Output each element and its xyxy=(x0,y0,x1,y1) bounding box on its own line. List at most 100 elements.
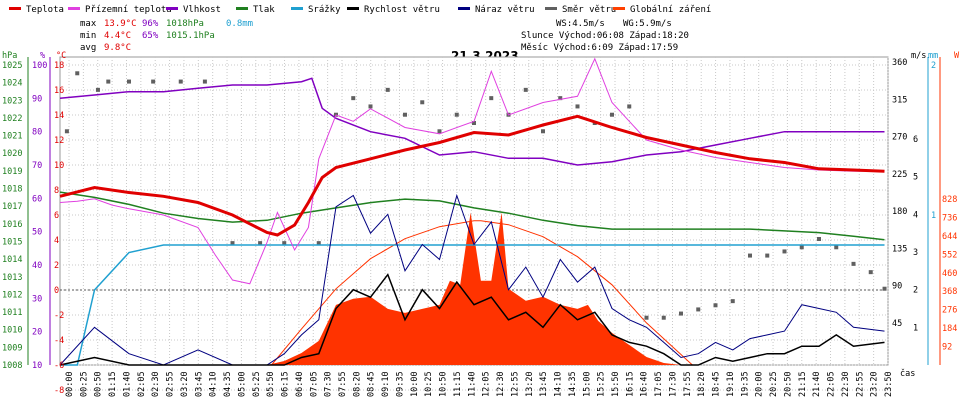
wind-direction-point xyxy=(282,241,287,246)
wind-direction-point xyxy=(316,241,321,246)
legend-swatch xyxy=(68,7,80,10)
tick-time: 18:20 xyxy=(697,371,707,397)
tick-radiation: 644 xyxy=(942,232,957,242)
wind-direction-point xyxy=(258,241,263,246)
tick-time: 06:40 xyxy=(295,371,305,397)
wind-direction-point xyxy=(882,286,887,291)
tick-radiation: 552 xyxy=(942,250,957,260)
tick-time: 20:50 xyxy=(783,371,793,397)
tick-time: 05:00 xyxy=(237,371,247,397)
tick-wind: 1 xyxy=(913,323,918,333)
tick-humidity: 70 xyxy=(32,161,42,171)
tick-time: 13:20 xyxy=(525,371,535,397)
tick-pressure: 1019 xyxy=(2,167,22,177)
wind-direction-point xyxy=(106,79,111,84)
legend-label: Vlhkost xyxy=(183,5,221,15)
axis-unit-rain: mm xyxy=(928,51,938,61)
tick-temperature: 6 xyxy=(54,211,59,221)
tick-temperature: 8 xyxy=(54,186,59,196)
wind-direction-point xyxy=(75,71,80,76)
tick-time: 23:50 xyxy=(884,371,894,397)
wind-direction-point xyxy=(64,129,69,134)
tick-temperature: -2 xyxy=(54,311,64,321)
stats-avg-label: avg xyxy=(80,43,96,53)
tick-time: 11:15 xyxy=(453,371,463,397)
tick-radiation: 276 xyxy=(942,306,957,316)
stats-max-temp: 13.9°C xyxy=(104,19,137,29)
legend-label: Teplota xyxy=(26,5,64,15)
tick-temperature: -8 xyxy=(54,386,64,396)
tick-radiation: 184 xyxy=(942,324,957,334)
tick-wind-dir: 225 xyxy=(892,170,907,180)
stats-min-press: 1015.1hPa xyxy=(166,31,215,41)
legend-label: Rychlost větru xyxy=(364,5,440,15)
tick-temperature: 14 xyxy=(54,111,64,121)
tick-time: 17:05 xyxy=(654,371,664,397)
stats-max-rain: 0.8mm xyxy=(226,19,253,29)
tick-time: 15:00 xyxy=(582,371,592,397)
x-axis-label: čas xyxy=(900,368,915,379)
tick-time: 17:55 xyxy=(683,371,693,397)
tick-wind: 3 xyxy=(913,248,918,258)
legend-swatch xyxy=(9,7,21,10)
tick-humidity: 60 xyxy=(32,194,42,204)
series-radiation-theoretical xyxy=(271,220,693,366)
wind-direction-point xyxy=(713,303,718,308)
legend-label: Tlak xyxy=(253,5,275,15)
tick-time: 17:30 xyxy=(668,371,678,397)
tick-time: 21:15 xyxy=(798,371,808,397)
tick-wind: 2 xyxy=(913,286,918,296)
tick-time: 02:30 xyxy=(151,371,161,397)
tick-wind-dir: 270 xyxy=(892,133,907,143)
wind-direction-point xyxy=(351,96,356,101)
wind-direction-point xyxy=(679,311,683,316)
wind-direction-point xyxy=(644,315,649,320)
tick-time: 22:05 xyxy=(827,371,837,397)
tick-time: 04:10 xyxy=(209,371,219,397)
tick-time: 12:30 xyxy=(496,371,506,397)
tick-temperature: 10 xyxy=(54,161,64,171)
stats-block: max 13.9°C 96% 1018hPa 0.8mm min 4.4°C 6… xyxy=(80,19,253,53)
legend-label: Srážky xyxy=(308,5,341,15)
axis-unit-pressure: hPa xyxy=(2,51,17,61)
legend-swatch xyxy=(291,7,303,10)
wind-direction-point xyxy=(610,112,614,117)
legend-label: Přízemní teplota xyxy=(85,5,172,15)
wind-direction-point xyxy=(627,104,632,109)
tick-pressure: 1015 xyxy=(2,237,22,247)
tick-time: 19:10 xyxy=(726,371,736,397)
tick-pressure: 1011 xyxy=(2,308,22,318)
tick-time: 05:50 xyxy=(266,371,276,397)
series-rain xyxy=(60,244,885,366)
tick-pressure: 1022 xyxy=(2,114,22,124)
wind-direction-point xyxy=(385,87,390,92)
tick-time: 22:30 xyxy=(841,371,851,397)
tick-time: 21:40 xyxy=(812,371,822,397)
axis-unit-temperature: °C xyxy=(56,51,66,61)
tick-time: 14:10 xyxy=(554,371,564,397)
tick-temperature: 16 xyxy=(54,86,64,96)
tick-wind-dir: 45 xyxy=(892,319,902,329)
wind-direction-point xyxy=(230,241,235,246)
wind-direction-point xyxy=(489,96,494,101)
tick-time: 00:50 xyxy=(94,371,104,397)
wind-direction-point xyxy=(834,245,839,250)
legend-swatch xyxy=(458,7,470,10)
tick-time: 12:05 xyxy=(482,371,492,397)
tick-time: 14:35 xyxy=(568,371,578,397)
legend-swatch xyxy=(347,7,359,10)
wind-direction-point xyxy=(851,261,856,266)
tick-pressure: 1025 xyxy=(2,61,22,71)
tick-wind-dir: 360 xyxy=(892,58,907,68)
axis-unit-humidity: % xyxy=(40,51,45,61)
series-radiation-area xyxy=(267,212,681,365)
tick-time: 06:15 xyxy=(281,371,291,397)
tick-time: 18:45 xyxy=(712,371,722,397)
tick-time: 20:00 xyxy=(755,371,765,397)
series-gust xyxy=(59,193,885,366)
legend-swatch xyxy=(545,7,557,10)
tick-wind: 5 xyxy=(913,173,918,183)
tick-wind-dir: 315 xyxy=(892,95,907,105)
tick-pressure: 1018 xyxy=(2,185,22,195)
